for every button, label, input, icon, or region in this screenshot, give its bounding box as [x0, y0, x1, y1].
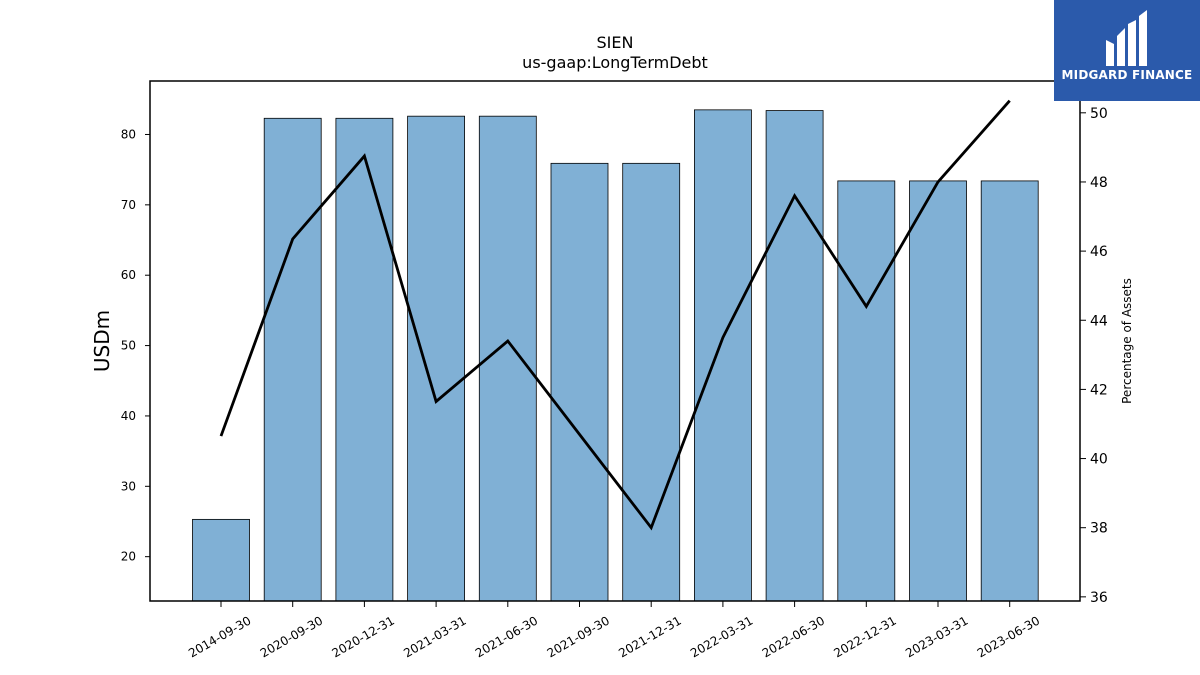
chart-subtitle: us-gaap:LongTermDebt — [522, 53, 708, 72]
x-tick-label: 2020-12-31 — [329, 613, 396, 660]
left-tick-label: 30 — [121, 479, 136, 493]
bar-2021-03-31 — [407, 115, 466, 602]
bar-2020-09-30 — [263, 117, 322, 602]
logo-text: MIDGARD FINANCE — [1061, 68, 1193, 82]
plot-frame — [149, 80, 1081, 602]
right-tick-label: 36 — [1090, 590, 1108, 606]
left-tick-label: 20 — [121, 550, 136, 564]
right-tick-label: 40 — [1090, 452, 1108, 468]
right-tick-label: 42 — [1090, 382, 1108, 398]
right-tick-label: 48 — [1090, 175, 1108, 191]
left-tick-label: 60 — [121, 268, 136, 282]
x-tick-label: 2022-03-31 — [688, 613, 755, 660]
bar-2021-09-30 — [550, 162, 609, 602]
chart-title: SIEN — [597, 33, 634, 52]
left-tick-label: 50 — [121, 339, 136, 353]
bar-series — [192, 109, 1039, 602]
bar-2023-03-31 — [909, 180, 967, 602]
x-tick-label: 2023-06-30 — [975, 613, 1042, 660]
right-tick-label: 46 — [1090, 244, 1108, 260]
x-tick-label: 2021-06-30 — [473, 613, 540, 660]
assets-percentage-line — [219, 99, 1011, 531]
y-axis-label: USDm — [90, 310, 114, 372]
x-tick-label: 2020-09-30 — [258, 613, 325, 660]
x-tick-label: 2021-12-31 — [616, 613, 683, 660]
midgard-finance-logo: MIDGARD FINANCE — [1054, 0, 1200, 101]
x-tick-label: 2014-09-30 — [186, 613, 253, 660]
left-tick-label: 70 — [121, 198, 136, 212]
x-tick-label: 2022-06-30 — [760, 613, 827, 660]
left-tick-label: 40 — [121, 409, 136, 423]
bar-2022-12-31 — [837, 180, 896, 602]
x-tick-label: 2021-09-30 — [545, 613, 612, 660]
x-tick-label: 2023-03-31 — [903, 613, 970, 660]
line-series-layer — [219, 99, 1011, 531]
bar-2020-12-31 — [335, 117, 394, 602]
bar-2023-06-30 — [980, 180, 1039, 602]
bar-2022-06-30 — [765, 110, 824, 602]
left-axis: 20 30 40 50 60 70 80 — [121, 127, 150, 564]
x-tick-label: 2021-03-31 — [401, 613, 468, 660]
right-tick-label: 50 — [1090, 106, 1108, 122]
right-tick-label: 38 — [1090, 521, 1108, 537]
x-axis: 2014-09-30 2020-09-30 2020-12-31 2021-03-31… — [186, 601, 1042, 660]
bar-2021-12-31 — [622, 162, 681, 602]
left-tick-label: 80 — [121, 127, 136, 141]
bar-2022-03-31 — [694, 109, 752, 602]
bar-2014-09-30 — [192, 518, 250, 602]
x-tick-label: 2022-12-31 — [831, 613, 898, 660]
midgard-logo-mark-icon — [1106, 10, 1147, 66]
right-axis: 36 38 40 42 44 46 48 50 — [1080, 106, 1108, 606]
right-tick-label: 44 — [1090, 313, 1108, 329]
y2-axis-label: Percentage of Assets — [1120, 278, 1134, 404]
